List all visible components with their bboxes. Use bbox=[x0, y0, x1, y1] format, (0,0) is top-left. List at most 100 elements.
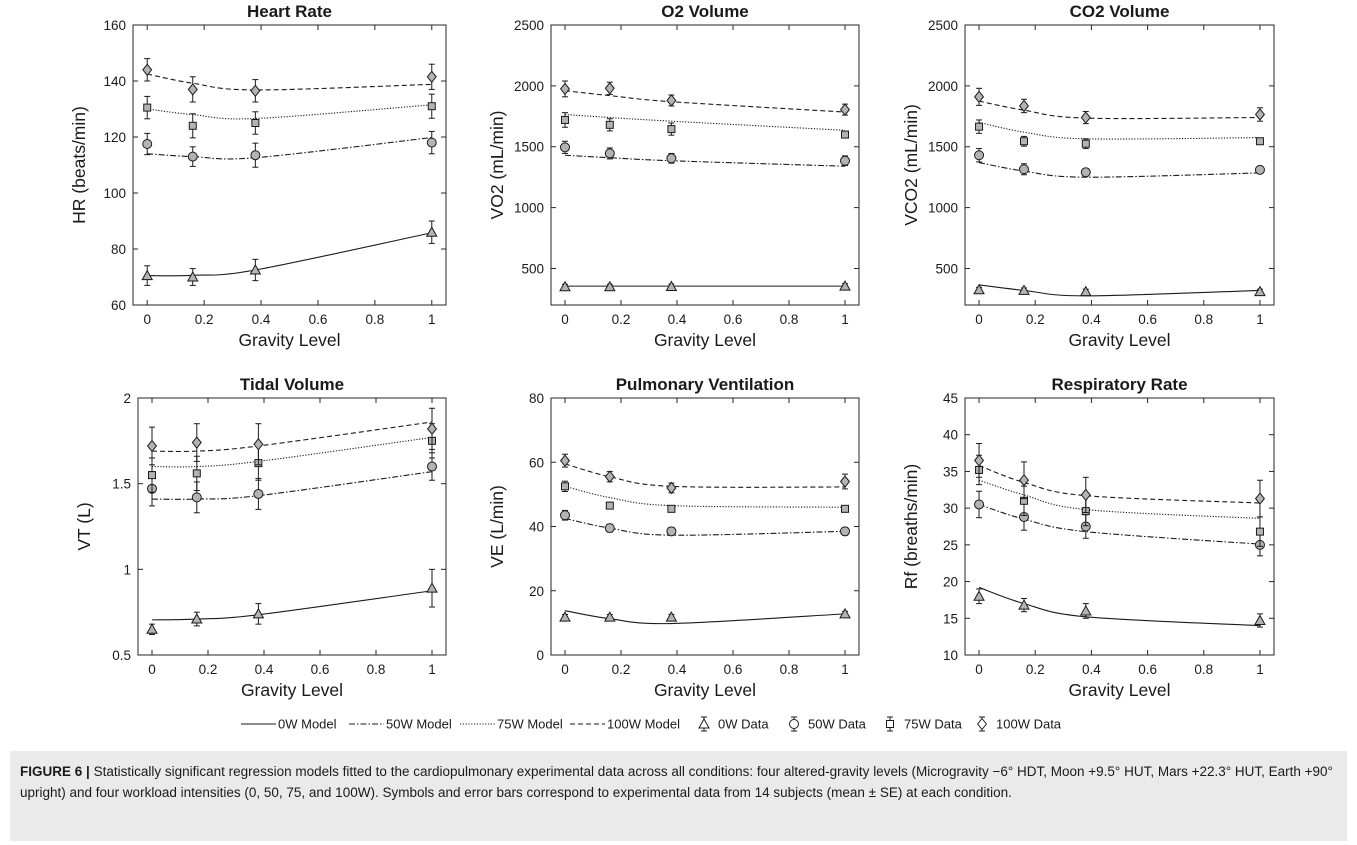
data-point bbox=[666, 481, 677, 495]
x-tick-label: 0.8 bbox=[365, 312, 384, 327]
plot-area bbox=[964, 24, 1275, 306]
x-tick-label: 0 bbox=[975, 312, 983, 327]
x-axis-label: Gravity Level bbox=[241, 680, 343, 700]
legend-label: 75W Data bbox=[904, 717, 963, 732]
data-point bbox=[1254, 285, 1266, 297]
data-point bbox=[604, 470, 615, 484]
data-point bbox=[1254, 492, 1265, 505]
x-tick-label: 1 bbox=[841, 662, 849, 677]
x-tick-label: 0.4 bbox=[1082, 662, 1101, 677]
y-axis-label: VCO2 (mL/min) bbox=[901, 104, 921, 226]
x-tick-label: 0 bbox=[561, 312, 569, 327]
x-tick-label: 0.8 bbox=[780, 662, 799, 677]
data-point bbox=[667, 125, 676, 134]
model-line bbox=[564, 485, 846, 508]
y-tick-label: 1.5 bbox=[112, 477, 131, 492]
x-tick-label: 0.4 bbox=[1082, 312, 1101, 327]
series-75W bbox=[143, 93, 436, 139]
data-point bbox=[192, 469, 201, 478]
series-75W bbox=[975, 119, 1264, 150]
x-tick-label: 0.2 bbox=[195, 312, 214, 327]
legend-item-1: 0W Model bbox=[241, 717, 337, 732]
x-tick-label: 1 bbox=[841, 312, 849, 327]
model-line bbox=[151, 421, 433, 453]
data-point bbox=[1018, 599, 1030, 610]
x-tick-label: 0.8 bbox=[367, 662, 386, 677]
y-tick-label: 0 bbox=[536, 648, 544, 663]
y-axis-label: VE (L/min) bbox=[487, 485, 507, 568]
y-tick-label: 60 bbox=[529, 455, 544, 470]
legend-marker bbox=[698, 717, 710, 729]
legend-item-2: 50W Model bbox=[349, 717, 452, 732]
x-tick-label: 0.6 bbox=[1138, 312, 1157, 327]
y-tick-label: 1000 bbox=[928, 201, 958, 216]
data-point bbox=[604, 82, 615, 95]
data-point bbox=[190, 612, 203, 624]
y-tick-label: 1500 bbox=[514, 140, 544, 155]
data-point bbox=[253, 437, 264, 451]
y-tick-label: 35 bbox=[943, 464, 958, 479]
series-0W bbox=[146, 568, 438, 635]
data-point bbox=[426, 137, 437, 148]
y-tick-label: 2000 bbox=[928, 79, 958, 94]
series-100W bbox=[559, 80, 851, 116]
data-point bbox=[1255, 137, 1264, 146]
data-point bbox=[187, 83, 198, 96]
y-tick-label: 1000 bbox=[514, 201, 544, 216]
data-point bbox=[425, 226, 438, 237]
data-point bbox=[141, 269, 154, 281]
data-point bbox=[665, 611, 678, 622]
y-tick-label: 500 bbox=[935, 261, 958, 276]
data-point bbox=[841, 130, 849, 139]
data-point bbox=[187, 151, 198, 162]
x-tick-label: 0 bbox=[148, 662, 156, 677]
y-tick-label: 20 bbox=[943, 575, 958, 590]
series-50W bbox=[974, 148, 1265, 178]
data-point bbox=[603, 611, 616, 622]
data-point bbox=[1080, 111, 1091, 124]
data-point bbox=[604, 523, 615, 534]
data-point bbox=[146, 439, 158, 453]
x-tick-label: 0.8 bbox=[1194, 662, 1213, 677]
y-tick-label: 140 bbox=[103, 74, 126, 89]
data-point bbox=[1080, 167, 1091, 178]
model-line bbox=[147, 104, 432, 120]
data-point bbox=[560, 510, 570, 521]
data-point bbox=[667, 504, 676, 513]
model-line bbox=[564, 463, 846, 488]
x-tick-label: 1 bbox=[428, 312, 436, 327]
x-tick-label: 1 bbox=[1256, 662, 1264, 677]
data-point bbox=[839, 103, 851, 116]
figure-label: FIGURE 6 | bbox=[20, 764, 90, 779]
data-point bbox=[559, 280, 571, 292]
series-0W bbox=[973, 283, 1266, 297]
legend-marker bbox=[886, 720, 894, 728]
data-point bbox=[252, 607, 265, 619]
x-tick-label: 0.2 bbox=[1026, 312, 1045, 327]
data-point bbox=[559, 454, 571, 467]
data-point bbox=[142, 139, 153, 149]
y-axis-label: VO2 (mL/min) bbox=[487, 111, 507, 220]
y-tick-label: 40 bbox=[529, 520, 544, 535]
model-line bbox=[151, 471, 433, 500]
model-line bbox=[147, 137, 432, 160]
chart-title: Pulmonary Ventilation bbox=[616, 375, 795, 394]
legend-label: 0W Model bbox=[278, 717, 337, 732]
series-0W bbox=[141, 220, 438, 286]
y-tick-label: 500 bbox=[521, 261, 544, 276]
data-point bbox=[839, 607, 851, 619]
x-tick-label: 1 bbox=[428, 662, 436, 677]
legend-label: 50W Data bbox=[808, 717, 867, 732]
x-tick-label: 0.6 bbox=[309, 312, 328, 327]
series-75W bbox=[561, 112, 849, 139]
data-point bbox=[561, 482, 569, 491]
y-tick-label: 10 bbox=[943, 648, 958, 663]
y-axis-label: Rf (breaths/min) bbox=[901, 464, 921, 589]
x-tick-label: 0.4 bbox=[668, 662, 687, 677]
data-point bbox=[1018, 99, 1030, 113]
x-axis-label: Gravity Level bbox=[654, 330, 756, 350]
legend-label: 100W Model bbox=[607, 717, 680, 732]
x-axis-label: Gravity Level bbox=[654, 680, 756, 700]
x-tick-label: 0 bbox=[975, 662, 983, 677]
y-tick-label: 2000 bbox=[514, 79, 544, 94]
